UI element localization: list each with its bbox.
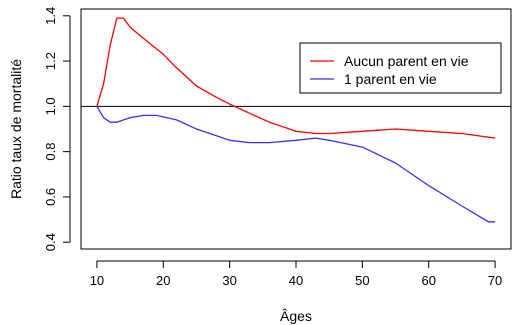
x-axis: 10 20 30 40 50 60 70 [90,260,502,288]
series-line-0 [96,17,496,139]
y-tick-label: 1.4 [43,7,58,25]
y-tick-label: 0.8 [43,143,58,161]
x-tick-label: 10 [90,273,104,288]
x-tick-label: 50 [355,273,369,288]
legend-box [299,42,502,94]
legend: Aucun parent en vie 1 parent en vie [299,42,502,94]
x-tick-label: 70 [488,273,502,288]
x-tick-label: 20 [156,273,170,288]
y-tick-label: 0.4 [43,233,58,251]
x-tick-label: 30 [222,273,236,288]
legend-label-1: 1 parent en vie [344,71,437,87]
y-tick-label: 1.2 [43,52,58,70]
series-layer [96,17,496,223]
y-axis: 0.4 0.6 0.8 1.0 1.2 1.4 [43,7,71,251]
series-line-1 [96,106,496,223]
y-tick-label: 1.0 [43,97,58,115]
x-axis-title: Âges [280,308,312,324]
y-tick-label: 0.6 [43,188,58,206]
x-tick-label: 40 [289,273,303,288]
x-tick-label: 60 [421,273,435,288]
legend-label-0: Aucun parent en vie [344,53,469,69]
y-axis-title: Ratio taux de mortalité [8,59,24,199]
plot-frame [80,8,512,250]
